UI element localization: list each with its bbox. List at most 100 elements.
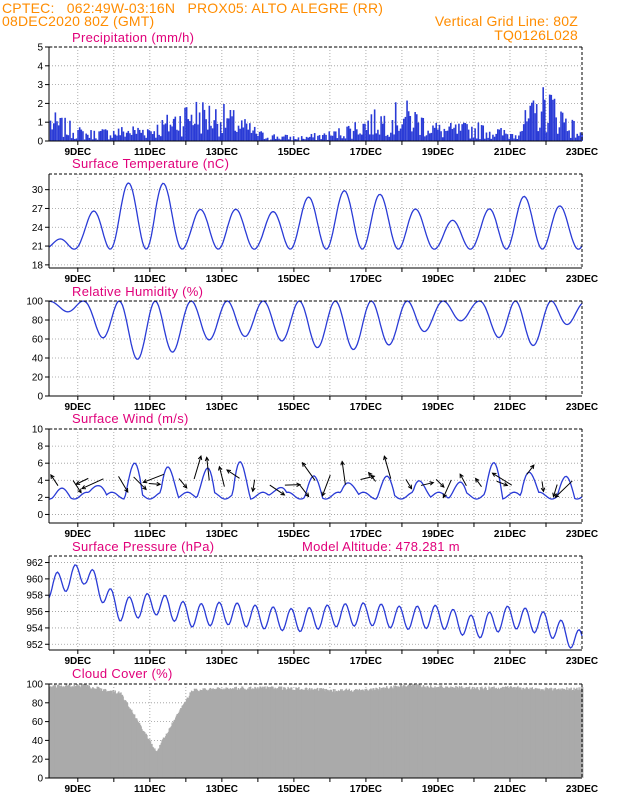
- cloud-cover-bar: [383, 689, 386, 778]
- cloud-cover-bar: [279, 686, 281, 778]
- cloud-cover-bar: [227, 688, 230, 778]
- cloud-cover-bar: [216, 688, 218, 778]
- cloud-cover-bar: [287, 686, 289, 778]
- y-tick-label: 10: [32, 425, 44, 436]
- x-tick-label: 21DEC: [494, 529, 526, 540]
- cloud-cover-bar: [265, 688, 268, 778]
- cloud-cover-bar: [351, 691, 353, 778]
- precipitation-bar: [461, 124, 463, 141]
- precipitation-bar: [125, 132, 128, 141]
- cloud-cover-bar: [526, 687, 528, 778]
- wind-speed-line: [48, 461, 583, 500]
- cloud-cover-bar: [373, 688, 375, 778]
- cloud-cover-bar: [275, 689, 278, 778]
- cloud-cover-bar: [404, 685, 406, 778]
- cloud-cover-bar: [243, 689, 245, 778]
- cloud-cover-bar: [175, 715, 178, 778]
- cloud-cover-bar: [543, 690, 546, 778]
- cloud-cover-bar: [409, 684, 411, 778]
- cloud-cover-bar: [412, 684, 414, 778]
- precipitation-bar: [438, 124, 441, 141]
- cloud-cover-bar: [77, 684, 79, 778]
- cloud-cover-bar: [523, 689, 526, 778]
- precipitation-bar: [221, 133, 224, 141]
- x-tick-label: 17DEC: [350, 402, 382, 413]
- precipitation-bar: [163, 124, 165, 141]
- precipitation-bar: [537, 131, 540, 141]
- cloud-cover-bar: [146, 735, 148, 778]
- cloud-cover-bar: [108, 691, 110, 778]
- cloud-cover-bar: [69, 686, 72, 778]
- cloud-cover-bar: [278, 686, 281, 778]
- cloud-cover-bar: [181, 705, 183, 778]
- x-tick-label: 21DEC: [494, 274, 526, 285]
- cloud-cover-bar: [412, 684, 415, 778]
- x-tick-label: 21DEC: [494, 147, 526, 158]
- cloud-cover-bar: [317, 690, 320, 778]
- x-tick-label: 13DEC: [206, 656, 238, 667]
- cloud-cover-bar: [208, 688, 211, 778]
- cloud-cover-bar: [134, 718, 137, 778]
- cloud-cover-bar: [88, 685, 91, 778]
- cloud-cover-bar: [51, 686, 54, 778]
- cloud-cover-bar: [417, 684, 419, 778]
- cloud-cover-bar: [276, 688, 279, 778]
- precipitation-bar: [270, 139, 272, 141]
- cloud-cover-bar: [430, 685, 432, 778]
- precipitation-bar: [534, 113, 536, 141]
- x-tick-label: 23DEC: [566, 656, 598, 667]
- precipitation-bar: [276, 136, 279, 141]
- wind-arrow: [526, 464, 535, 475]
- cloud-cover-bar: [518, 687, 521, 778]
- cloud-cover-bar: [178, 711, 181, 778]
- wind-arrow-head: [367, 471, 373, 477]
- cloud-cover-bar: [60, 685, 62, 778]
- cloud-cover-bar: [112, 690, 114, 778]
- precipitation-bar: [403, 118, 405, 141]
- cloud-cover-bar: [170, 726, 173, 778]
- cloud-cover-bar: [105, 689, 107, 778]
- wind-arrow: [554, 480, 573, 498]
- precipitation-bar: [373, 109, 376, 141]
- cloud-cover-bar: [67, 685, 69, 778]
- cloud-cover-bar: [345, 688, 348, 778]
- y-tick-label: 0: [37, 774, 43, 785]
- cloud-cover-bar: [233, 688, 235, 778]
- cloud-cover-bar: [289, 688, 291, 778]
- cloud-cover-bar: [561, 688, 564, 778]
- cloud-cover-bar: [240, 687, 242, 778]
- wind-arrow: [321, 474, 331, 497]
- cloud-cover-bar: [439, 685, 441, 778]
- cloud-cover-bar: [445, 687, 448, 778]
- cloud-cover-bar: [574, 688, 577, 778]
- cloud-cover-bar: [280, 686, 283, 778]
- cloud-cover-bar: [389, 687, 392, 778]
- cloud-cover-bar: [109, 690, 111, 778]
- cloud-cover-bar: [294, 690, 297, 778]
- precipitation-bar: [417, 122, 420, 141]
- precipitation-bar: [420, 117, 423, 141]
- precipitation-bar: [456, 133, 459, 141]
- precipitation-bar: [192, 125, 194, 141]
- cloud-cover-bar: [291, 687, 293, 778]
- cloud-cover-bar: [74, 686, 77, 778]
- precipitation-bar: [257, 135, 259, 141]
- cloud-cover-bar: [478, 690, 480, 778]
- precipitation-bar: [242, 127, 245, 141]
- cloud-cover-bar: [479, 687, 482, 778]
- cloud-cover-bar: [272, 686, 274, 778]
- cloud-cover-bar: [565, 689, 567, 778]
- cloud-cover-bar: [282, 689, 284, 778]
- precipitation-bar: [576, 133, 579, 141]
- cloud-cover-bar: [453, 688, 456, 778]
- cloud-cover-bar: [271, 686, 273, 778]
- y-tick-label: 40: [32, 736, 44, 747]
- cloud-cover-bar: [190, 690, 193, 778]
- precipitation-bar: [309, 136, 311, 141]
- cloud-cover-bar: [83, 685, 85, 778]
- wind-arrow-head: [491, 472, 497, 477]
- cloud-cover-bar: [513, 687, 515, 778]
- wind-arrow: [420, 482, 434, 486]
- cloud-cover-bar: [54, 684, 56, 778]
- cloud-cover-bar: [169, 727, 171, 778]
